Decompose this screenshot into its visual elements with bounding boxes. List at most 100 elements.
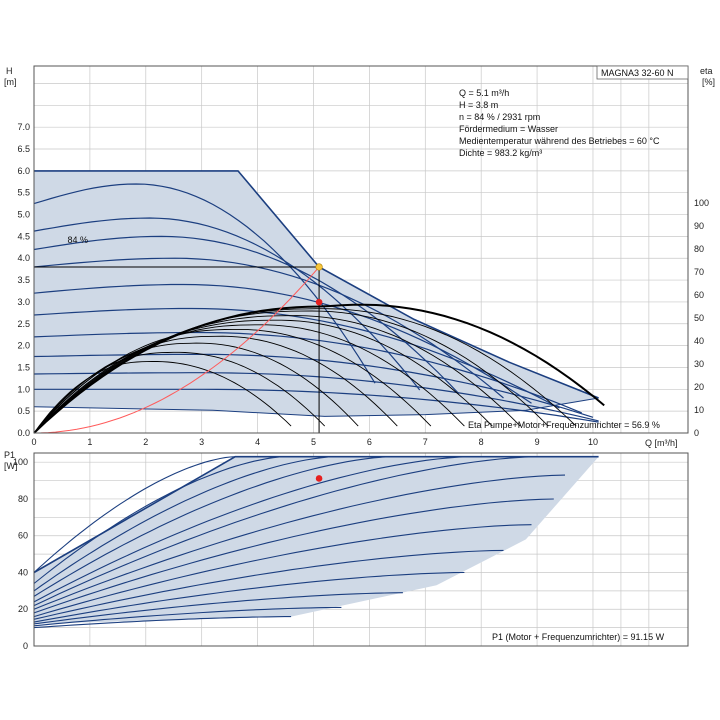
min-curve: [33, 397, 599, 417]
power-curve: [33, 616, 292, 629]
power-curve: [33, 456, 538, 607]
power-curve: [33, 456, 286, 584]
power-curve: [33, 456, 471, 603]
x-tick-label: 5: [311, 437, 316, 447]
power-operating-point: [315, 475, 323, 482]
efficiency-footer-label: Eta Pumpe+Motor+Frequenzumrichter = 56.9…: [468, 420, 660, 430]
power-range-area: [34, 456, 599, 624]
pump-curve: [33, 235, 460, 395]
bottom-operating-marks: [315, 475, 323, 482]
x-tick-label: 7: [423, 437, 428, 447]
p1-axis-name: P1: [4, 450, 15, 460]
y-tick-label: 2.5: [17, 319, 30, 329]
y-tick-label: 4.0: [17, 253, 30, 263]
y2-tick-label: 40: [694, 336, 704, 346]
y2-tick-label: 60: [694, 290, 704, 300]
y-axis-name-left: H: [6, 66, 13, 76]
p1-tick-label: 60: [18, 531, 28, 541]
y2-tick-label: 0: [694, 428, 699, 438]
y2-tick-label: 90: [694, 221, 704, 231]
y-tick-label: 2.0: [17, 341, 30, 351]
y2-tick-label: 30: [694, 359, 704, 369]
y-tick-label: 3.0: [17, 297, 30, 307]
power-curve: [33, 456, 336, 592]
y-tick-label: 1.0: [17, 384, 30, 394]
efficiency-curve: [33, 361, 292, 434]
p1-tick-label: 20: [18, 604, 28, 614]
top-efficiency-curves: [33, 303, 605, 434]
y-tick-label: 6.0: [17, 166, 30, 176]
x-tick-label: 6: [367, 437, 372, 447]
efficiency-curve: [33, 308, 577, 434]
x-tick-label: 8: [479, 437, 484, 447]
power-footer-label: P1 (Motor + Frequenzumrichter) = 91.15 W: [492, 632, 665, 642]
pump-curve: [33, 217, 421, 391]
chart-title: MAGNA3 32-60 N: [601, 68, 674, 78]
y2-tick-label: 70: [694, 267, 704, 277]
p1-axis-unit: [W]: [4, 461, 18, 471]
y2-tick-label: 10: [694, 405, 704, 415]
y-axis-unit-left: [m]: [4, 77, 17, 87]
bottom-power-curves: [33, 456, 566, 629]
y-axis-unit-right: [%]: [702, 77, 715, 87]
efficiency-curve: [33, 324, 465, 434]
power-curve: [33, 606, 342, 627]
y-tick-label: 3.5: [17, 275, 30, 285]
pump-curve: [33, 307, 560, 409]
info-line-6: Dichte = 983.2 kg/m³: [459, 148, 542, 158]
top-operating-marks: [33, 263, 323, 434]
p1-tick-label: 0: [23, 641, 28, 651]
pump-curve: [33, 283, 532, 404]
bottom-chart-ticks: 0 20 40 60 80 100: [13, 457, 28, 651]
top-chart-frame: [33, 65, 689, 434]
x-tick-label: 9: [535, 437, 540, 447]
x-tick-label: 4: [255, 437, 260, 447]
pump-curve: [33, 331, 583, 414]
y-tick-label: 0.5: [17, 406, 30, 416]
efficiency-curve: [33, 335, 398, 434]
pump-curve: [33, 372, 599, 422]
p1-tick-label: 100: [13, 457, 28, 467]
top-chart-ticks: 0.0 0.5 1.0 1.5 2.0 2.5 3.0 3.5 4.0 4.5 5.0 5.5 6.0 6…: [17, 122, 709, 447]
power-curve: [33, 498, 554, 614]
efficiency-curve: [33, 310, 549, 434]
operating-range-area: [34, 170, 599, 417]
info-line-4: Fördermedium = Wasser: [459, 124, 558, 134]
top-operating-range: [33, 170, 599, 417]
power-curve: [33, 474, 566, 610]
operating-point: [315, 263, 323, 271]
power-curve: [33, 524, 532, 618]
pump-curve: [34, 388, 599, 423]
y-tick-label: 5.5: [17, 188, 30, 198]
x-tick-label: 0: [31, 437, 36, 447]
power-curve: [33, 549, 504, 620]
y2-tick-label: 100: [694, 198, 709, 208]
power-curve: [33, 456, 236, 573]
y-tick-label: 4.5: [17, 231, 30, 241]
bottom-chart-frame: [33, 452, 689, 647]
y-axis-name-right: eta: [700, 66, 713, 76]
pump-curve: [33, 257, 504, 399]
x-tick-label: 3: [199, 437, 204, 447]
x-tick-label: 2: [143, 437, 148, 447]
power-curve: [33, 456, 392, 597]
y2-tick-label: 80: [694, 244, 704, 254]
y-tick-label: 6.5: [17, 144, 30, 154]
info-line-5: Medientemperatur während des Betriebes =…: [459, 136, 660, 146]
info-line-2: H = 3.8 m: [459, 100, 498, 110]
y2-tick-label: 50: [694, 313, 704, 323]
system-curve: [33, 266, 320, 434]
bottom-operating-range: [33, 455, 599, 624]
x-tick-label: 1: [87, 437, 92, 447]
info-line-3: n = 84 % / 2931 rpm: [459, 112, 540, 122]
title-box: [596, 65, 689, 80]
y-tick-label: 0.0: [17, 428, 30, 438]
info-line-1: Q = 5.1 m³/h: [459, 88, 509, 98]
p1-tick-label: 80: [18, 494, 28, 504]
y-tick-label: 7.0: [17, 122, 30, 132]
y-tick-label: 1.5: [17, 362, 30, 372]
efficiency-point: [315, 298, 323, 306]
y-tick-label: 5.0: [17, 210, 30, 220]
max-curve: [34, 170, 599, 399]
